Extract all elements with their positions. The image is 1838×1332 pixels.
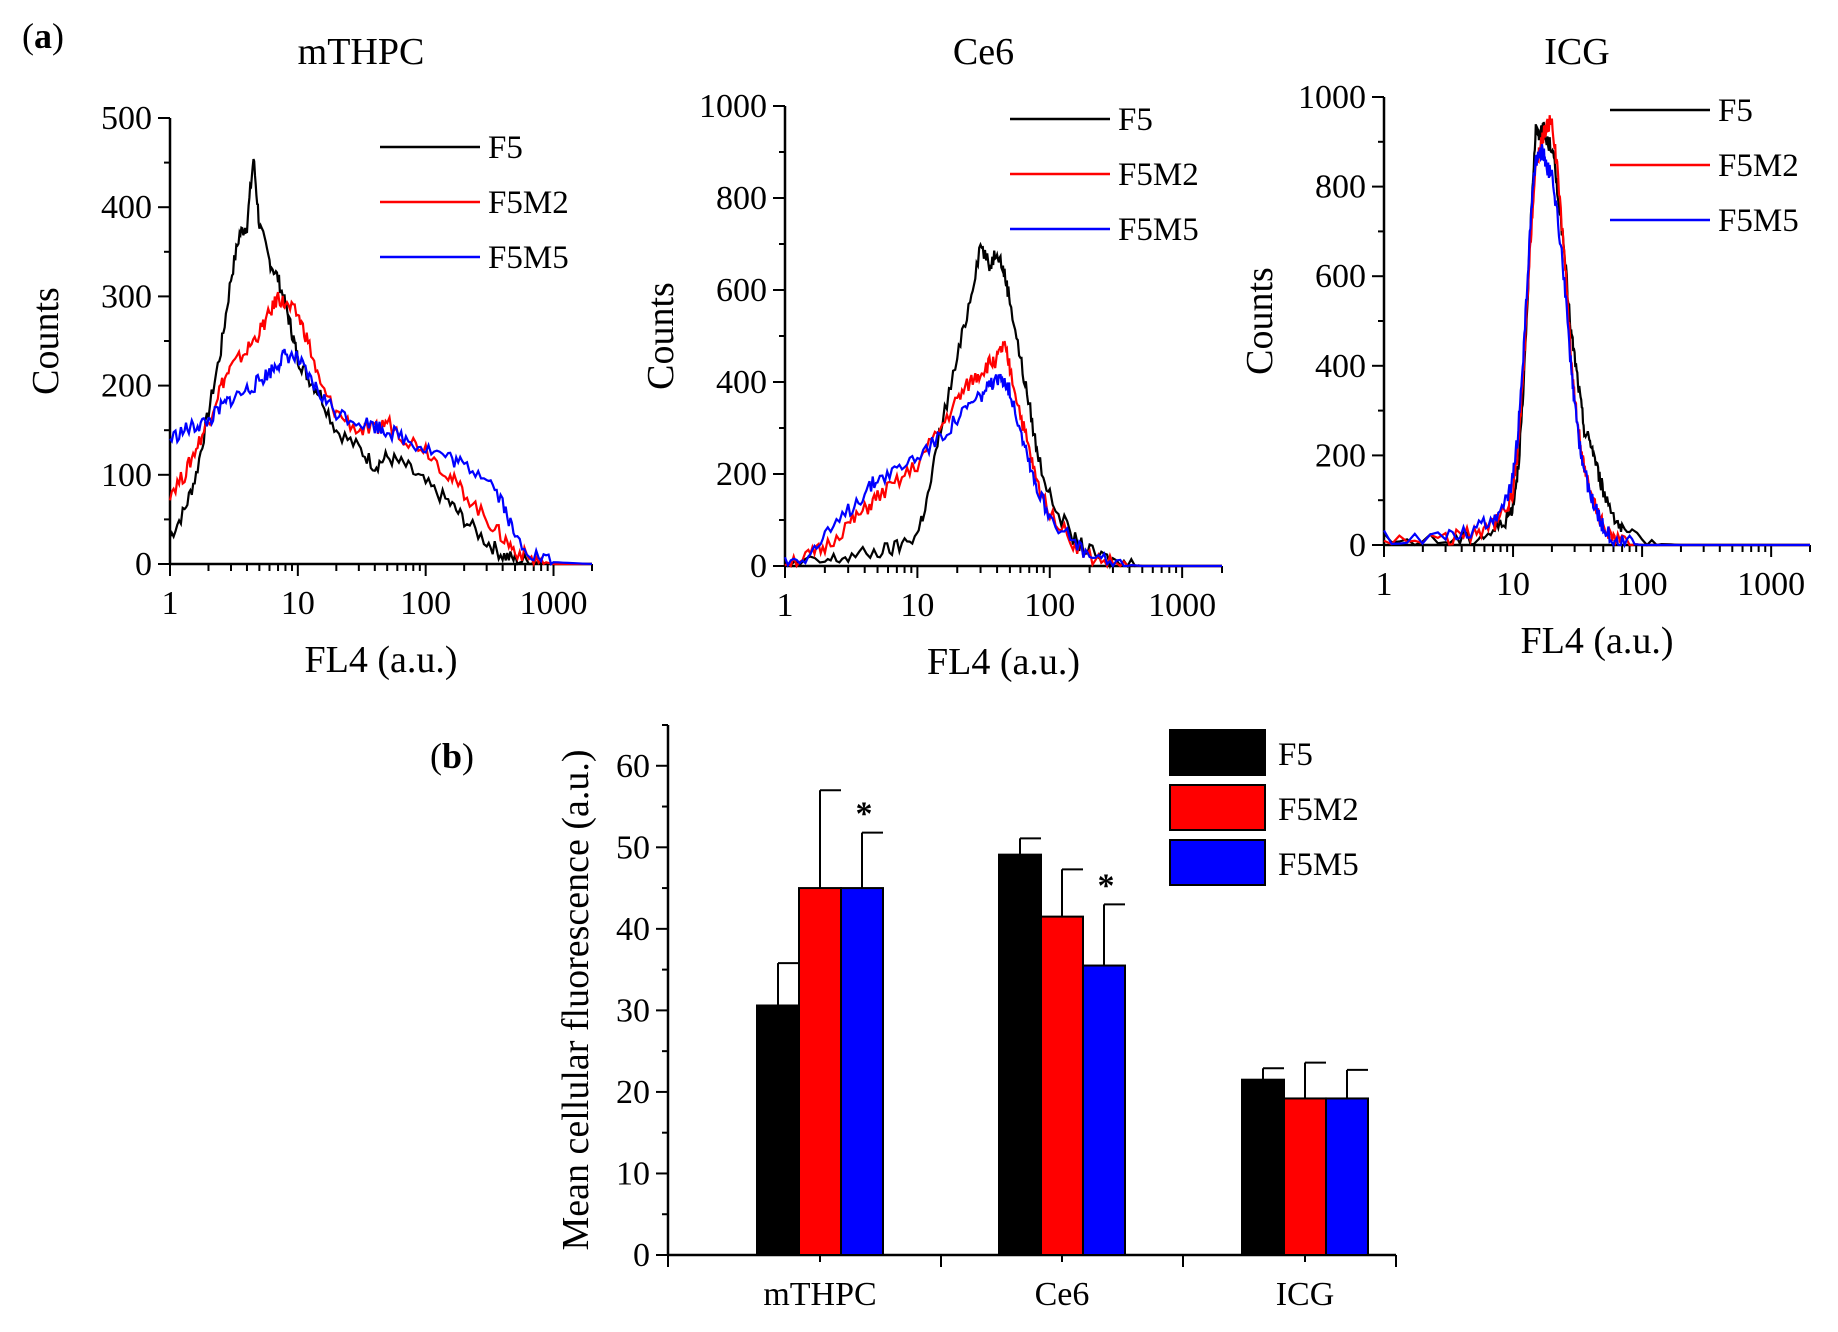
legend-label-F5M5: F5M5 xyxy=(488,240,569,276)
legend-swatch-F5M2 xyxy=(1169,784,1266,831)
x-tick-label: 10 xyxy=(1496,566,1530,603)
series-line-F5M5 xyxy=(169,348,593,566)
legend-label-F5M2: F5M2 xyxy=(1718,148,1799,184)
bar-F5M5-mTHPC xyxy=(840,887,884,1256)
bar-F5M5-ICG xyxy=(1325,1097,1369,1257)
bar-F5-mTHPC xyxy=(756,1004,800,1256)
x-tick-label: 1 xyxy=(777,587,794,624)
x-tick-label: 100 xyxy=(400,585,451,622)
series-line-F5M2 xyxy=(168,291,592,568)
y-tick-label: 0 xyxy=(1349,527,1366,564)
y-tick-label: 0 xyxy=(633,1237,650,1274)
y-axis-title: Counts xyxy=(640,282,682,390)
bar-F5-Ce6 xyxy=(998,853,1042,1257)
x-axis-title: FL4 (a.u.) xyxy=(927,641,1080,683)
legend-label-F5: F5 xyxy=(1278,737,1313,773)
y-tick-label: 200 xyxy=(101,368,152,405)
legend-label-F5M5: F5M5 xyxy=(1278,847,1359,883)
bar-F5M5-Ce6 xyxy=(1082,964,1126,1256)
y-tick-label: 0 xyxy=(750,548,767,585)
y-tick-label: 30 xyxy=(616,992,650,1029)
y-tick-label: 500 xyxy=(101,100,152,137)
panel-tag-b: (b) xyxy=(430,736,474,776)
y-tick-label: 400 xyxy=(101,189,152,226)
x-tick-label: 100 xyxy=(1024,587,1075,624)
y-tick-label: 1000 xyxy=(1298,79,1366,116)
y-tick-label: 20 xyxy=(616,1074,650,1111)
legend-label-F5: F5 xyxy=(488,130,523,166)
bar-F5-ICG xyxy=(1241,1078,1285,1256)
x-tick-label: 10 xyxy=(281,585,315,622)
legend-label-F5: F5 xyxy=(1118,102,1153,138)
y-tick-label: 400 xyxy=(716,364,767,401)
y-tick-label: 400 xyxy=(1315,348,1366,385)
x-tick-label: 1000 xyxy=(1148,587,1216,624)
x-tick-label: 1000 xyxy=(520,585,588,622)
y-tick-label: 50 xyxy=(616,829,650,866)
series-line-F5M5 xyxy=(783,373,1222,569)
y-tick-label: 600 xyxy=(716,272,767,309)
y-tick-label: 60 xyxy=(616,748,650,785)
legend-label-F5: F5 xyxy=(1718,93,1753,129)
x-tick-label: 100 xyxy=(1617,566,1668,603)
series-line-F5M5 xyxy=(1383,144,1810,549)
y-tick-label: 10 xyxy=(616,1155,650,1192)
y-tick-label: 600 xyxy=(1315,258,1366,295)
category-label-Ce6: Ce6 xyxy=(1035,1276,1090,1313)
legend-swatch-F5M5 xyxy=(1169,839,1266,886)
bar-chart-panel: 0 10 20 30 40 50 60 mTHPC Ce6 ICG * * Mean cellular … xyxy=(555,724,1397,1313)
panel-tag-a: (a) xyxy=(22,16,64,56)
x-tick-label: 1000 xyxy=(1737,566,1805,603)
y-tick-label: 200 xyxy=(716,456,767,493)
bar-F5M2-mTHPC xyxy=(798,887,842,1256)
x-axis-title: FL4 (a.u.) xyxy=(304,639,457,681)
significance-marker: * xyxy=(1098,867,1115,904)
x-axis-title: FL4 (a.u.) xyxy=(1520,620,1673,662)
y-tick-label: 800 xyxy=(1315,169,1366,206)
histogram-panel-1: 0 100 200 300 400 500 1 10 100 1000 FL4 (a.u.) Coun… xyxy=(25,31,593,681)
legend-swatch-F5 xyxy=(1169,729,1266,776)
y-axis-title: Counts xyxy=(1239,267,1281,375)
histogram-panel-3: 0 200 400 600 800 1000 1 10 100 1000 FL4 (a.u.) Cou… xyxy=(1239,31,1811,662)
y-axis-title: Mean cellular fluorescence (a.u.) xyxy=(555,749,597,1250)
legend-label-F5M2: F5M2 xyxy=(1118,157,1199,193)
series-line-F5M2 xyxy=(784,340,1222,570)
legend-label-F5M2: F5M2 xyxy=(488,185,569,221)
significance-marker: * xyxy=(856,796,873,833)
panel-title: Ce6 xyxy=(953,31,1014,73)
panel-tag-a-letter: a xyxy=(34,16,52,56)
x-tick-label: 1 xyxy=(1376,566,1393,603)
category-label-ICG: ICG xyxy=(1276,1276,1335,1313)
histogram-panel-2: 0 200 400 600 800 1000 1 10 100 1000 FL4 (a.u.) Cou… xyxy=(640,31,1223,683)
y-tick-label: 300 xyxy=(101,278,152,315)
legend-label-F5M5: F5M5 xyxy=(1118,212,1199,248)
category-label-mTHPC: mTHPC xyxy=(763,1276,876,1313)
y-tick-label: 0 xyxy=(135,546,152,583)
legend-label-F5M5: F5M5 xyxy=(1718,203,1799,239)
panel-title: ICG xyxy=(1544,31,1609,73)
panel-tag-b-letter: b xyxy=(442,736,462,776)
y-tick-label: 40 xyxy=(616,911,650,948)
bar-F5M2-Ce6 xyxy=(1040,915,1084,1256)
x-tick-label: 10 xyxy=(900,587,934,624)
bar-F5M2-ICG xyxy=(1283,1097,1327,1257)
x-tick-label: 1 xyxy=(162,585,179,622)
y-tick-label: 200 xyxy=(1315,437,1366,474)
y-tick-label: 1000 xyxy=(699,88,767,125)
panel-title: mTHPC xyxy=(298,31,425,73)
series-line-F5 xyxy=(784,241,1222,570)
y-tick-label: 100 xyxy=(101,457,152,494)
series-line-F5 xyxy=(1383,121,1810,547)
y-tick-label: 800 xyxy=(716,180,767,217)
y-axis-title: Counts xyxy=(25,287,67,395)
legend-label-F5M2: F5M2 xyxy=(1278,792,1359,828)
